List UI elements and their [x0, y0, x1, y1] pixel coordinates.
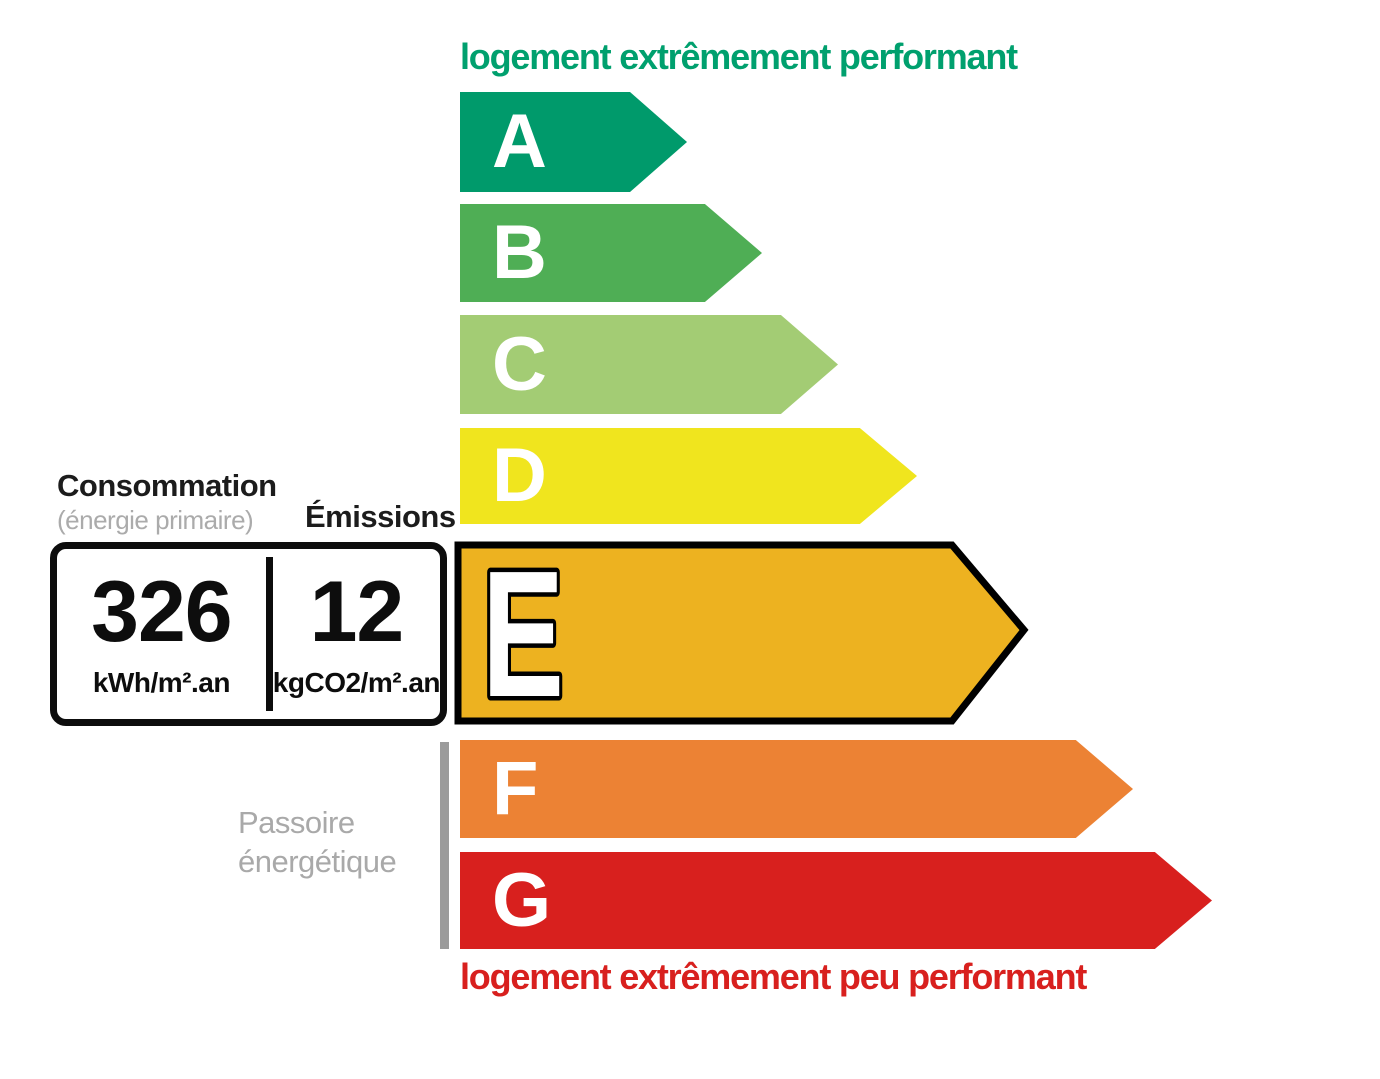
class-arrow-e-shape: [454, 541, 1029, 725]
class-arrow-f: F: [460, 740, 1133, 838]
emissions-label: Émissions: [305, 499, 456, 534]
passoire-line1: Passoire: [238, 805, 355, 840]
score-divider: [265, 557, 273, 711]
top-performance-label: logement extrêmement performant: [460, 36, 1018, 77]
class-letter-b: B: [492, 210, 547, 295]
consumption-label: Consommation: [57, 468, 277, 503]
consumption-value: 326: [91, 564, 232, 660]
score-box: 326 kWh/m².an 12 kgCO2/m².an: [50, 542, 447, 726]
consumption-sublabel: (énergie primaire): [57, 505, 254, 535]
class-letter-f: F: [492, 746, 539, 831]
passoire-line2: énergétique: [238, 844, 397, 879]
class-letter-g: G: [492, 857, 552, 943]
emissions-unit: kgCO2/m².an: [272, 667, 441, 698]
consumption-cell: 326 kWh/m².an: [57, 549, 266, 719]
passoire-bracket-bar: [440, 742, 449, 949]
class-letter-d: D: [492, 433, 547, 518]
class-arrow-g: G: [460, 852, 1212, 949]
emissions-value: 12: [309, 564, 405, 660]
class-arrow-a: A: [460, 92, 687, 192]
consumption-unit: kWh/m².an: [92, 667, 231, 698]
class-letter-a: A: [492, 99, 547, 184]
class-arrow-e-current: E: [454, 539, 1029, 729]
bottom-performance-label: logement extrêmement peu performant: [460, 956, 1087, 997]
class-arrow-c: C: [460, 315, 838, 414]
class-arrow-b: B: [460, 204, 762, 302]
class-letter-e: E: [482, 539, 564, 729]
class-letter-c: C: [492, 321, 547, 407]
emissions-cell: 12 kgCO2/m².an: [272, 549, 441, 719]
class-arrow-d: D: [460, 428, 917, 524]
passoire-label: Passoire énergétique: [238, 803, 397, 881]
